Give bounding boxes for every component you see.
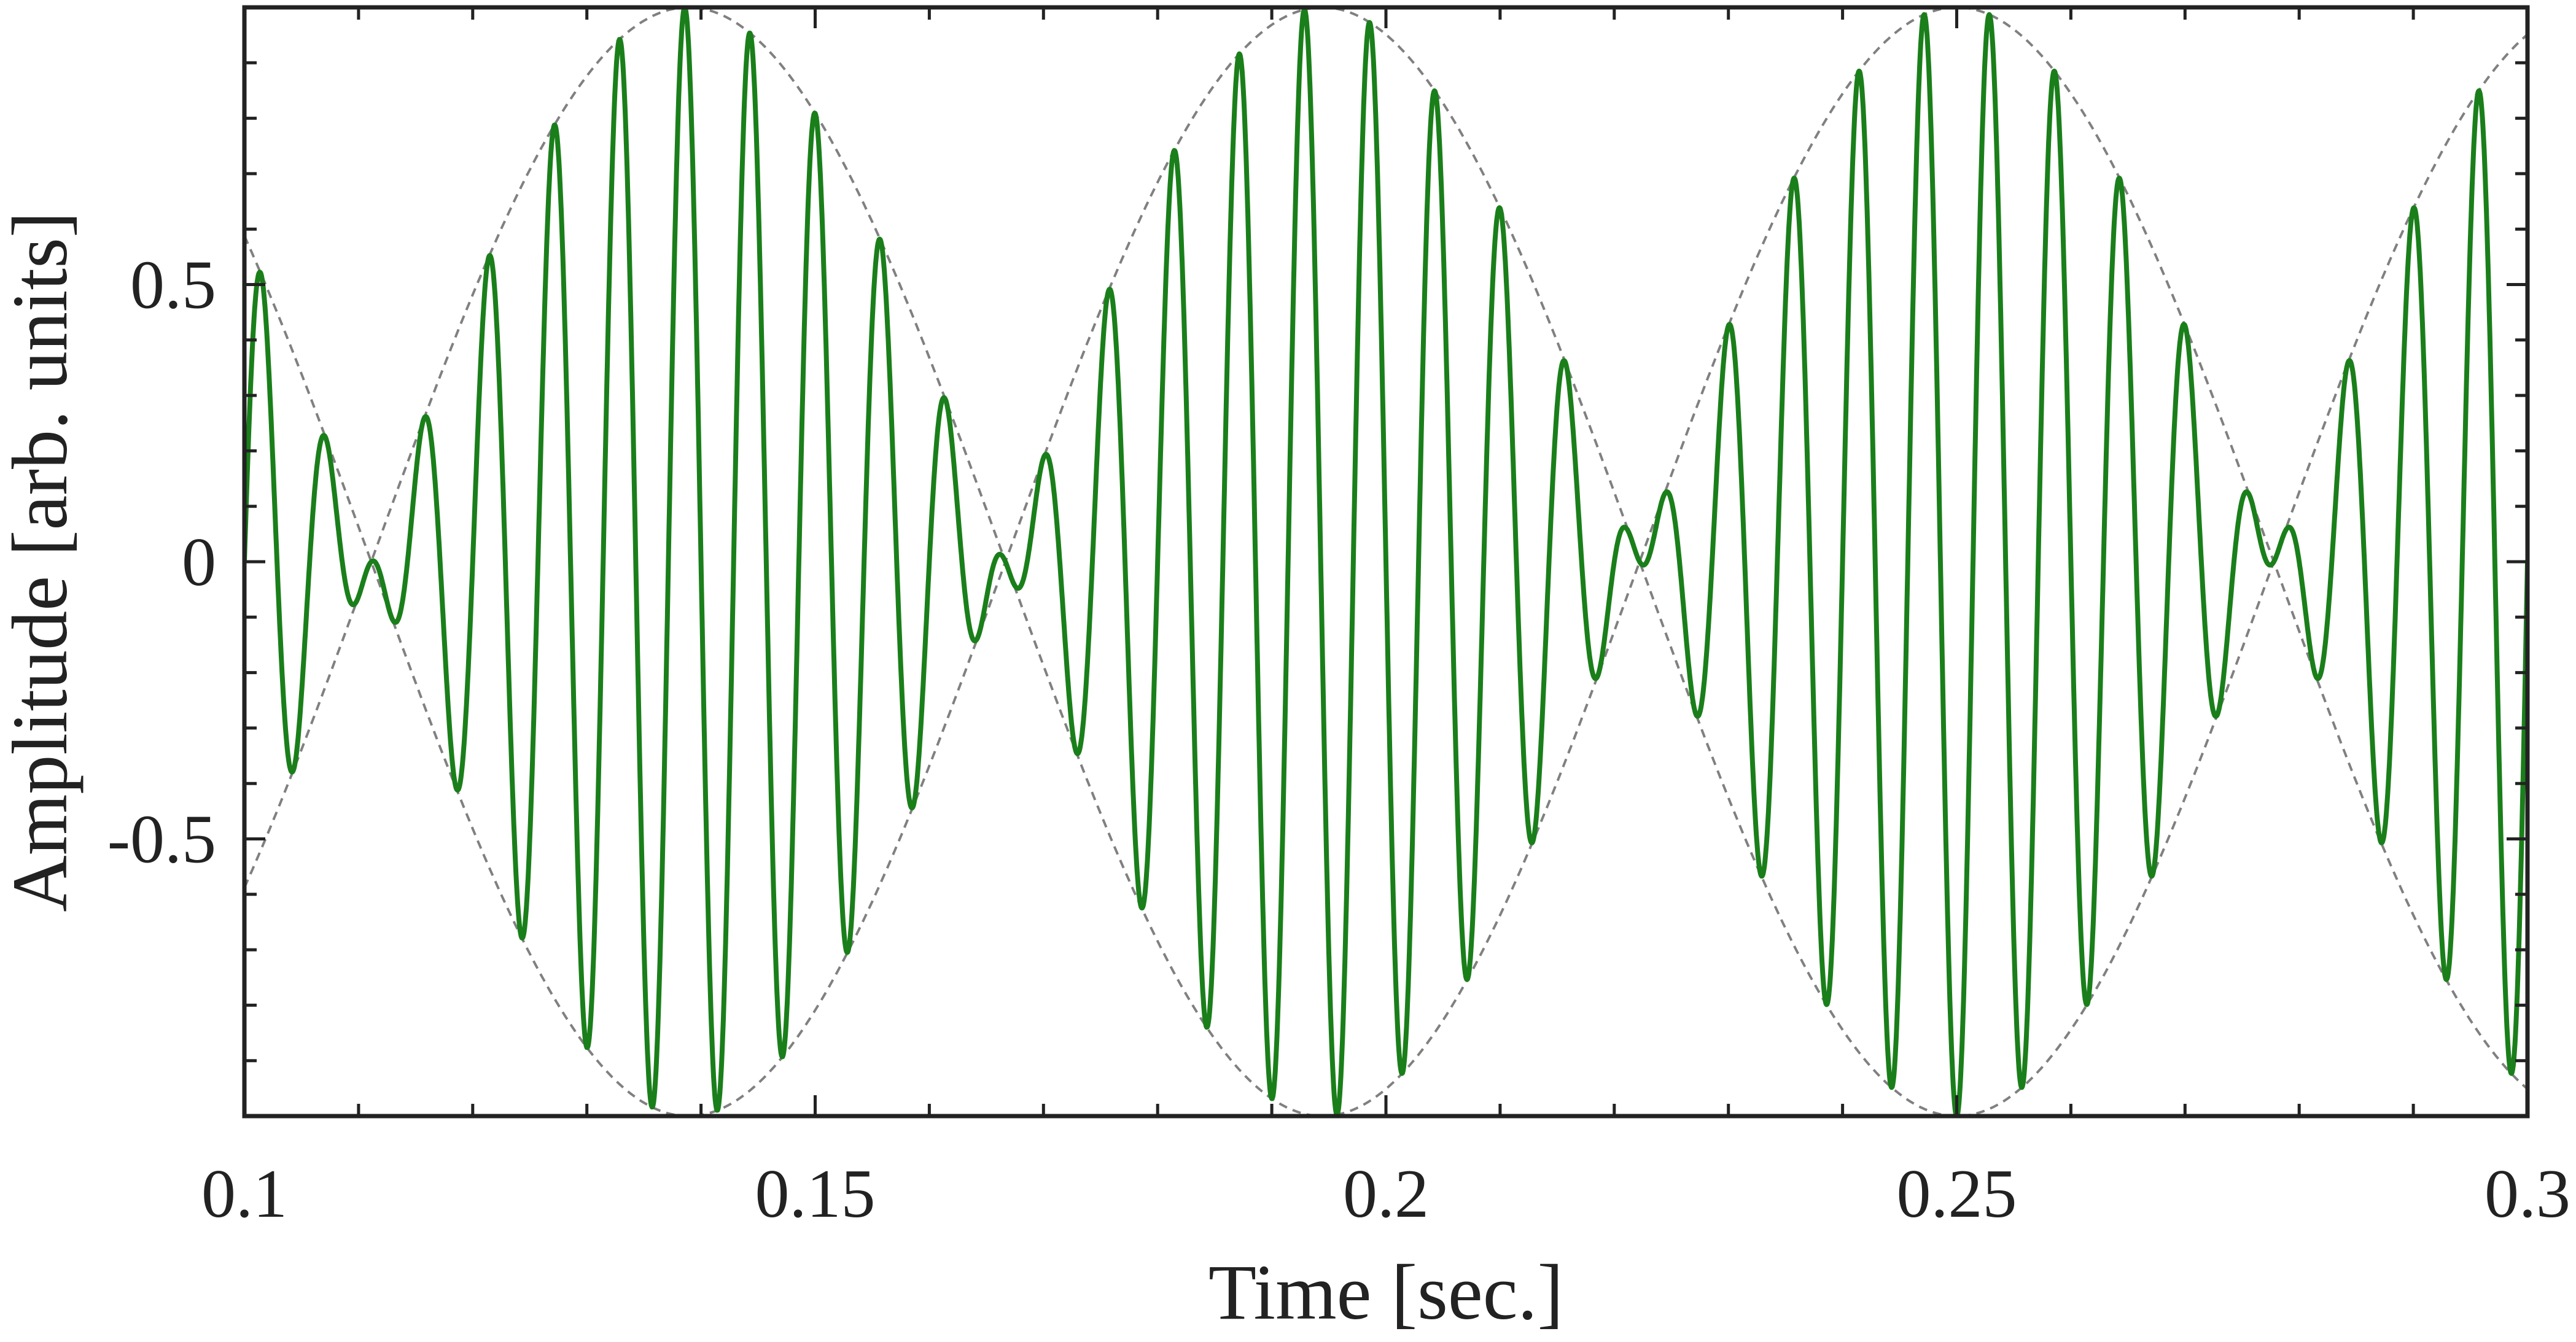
y-tick-labels: -0.5 0 0.5 xyxy=(107,247,216,878)
x-axis-title: Time [sec.] xyxy=(1208,1249,1563,1336)
x-tick-labels: 0.1 0.15 0.2 0.25 0.3 xyxy=(201,1156,2570,1232)
x-tick-label: 0.2 xyxy=(1343,1156,1429,1232)
y-tick-label: 0 xyxy=(182,524,216,600)
ticks-layer xyxy=(243,7,2529,1116)
signal-line xyxy=(244,7,2527,1116)
x-tick-label: 0.1 xyxy=(201,1156,287,1232)
y-tick-label: -0.5 xyxy=(107,802,216,878)
signal-layer xyxy=(244,7,2527,1116)
x-tick-label: 0.15 xyxy=(755,1156,876,1232)
x-tick-label: 0.3 xyxy=(2485,1156,2570,1232)
y-axis-title: Amplitude [arb. units] xyxy=(0,211,84,912)
x-tick-label: 0.25 xyxy=(1897,1156,2017,1232)
y-tick-label: 0.5 xyxy=(130,247,216,324)
